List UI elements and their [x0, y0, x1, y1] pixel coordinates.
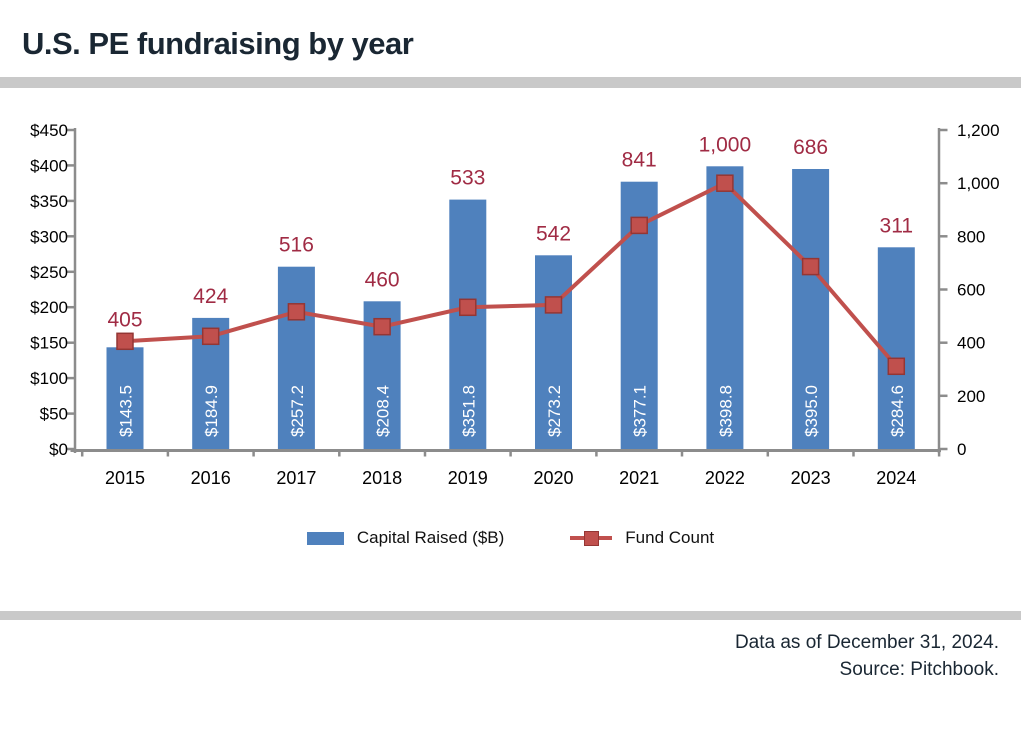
- axes: [66, 128, 948, 457]
- svg-text:1,000: 1,000: [699, 133, 752, 156]
- svg-text:200: 200: [957, 387, 985, 406]
- svg-text:$398.8: $398.8: [716, 385, 735, 437]
- top-divider: [0, 77, 1021, 88]
- svg-text:0: 0: [957, 440, 966, 459]
- right-axis-labels: 0 200 400 600 800 1,000 1,200: [957, 121, 1000, 459]
- svg-text:$257.2: $257.2: [288, 385, 307, 437]
- bar-series-swatch-icon: [306, 531, 344, 545]
- legend-line-marker: [584, 530, 600, 546]
- legend-label-fund-count: Fund Count: [625, 528, 715, 547]
- legend-label-capital-raised: Capital Raised ($B): [356, 528, 505, 547]
- svg-text:$200: $200: [30, 298, 68, 317]
- line-markers: [116, 174, 906, 376]
- svg-text:$351.8: $351.8: [459, 385, 478, 437]
- svg-text:$50: $50: [40, 405, 68, 424]
- svg-text:800: 800: [957, 227, 985, 246]
- svg-text:460: 460: [365, 268, 400, 291]
- page-title: U.S. PE fundraising by year: [22, 26, 414, 61]
- line-series-swatch-icon: [570, 530, 613, 546]
- svg-text:$208.4: $208.4: [374, 385, 393, 437]
- svg-text:311: 311: [880, 214, 913, 237]
- svg-text:$400: $400: [30, 156, 68, 175]
- svg-text:2022: 2022: [705, 468, 745, 488]
- svg-text:$184.9: $184.9: [202, 385, 221, 437]
- svg-text:1,000: 1,000: [957, 174, 1000, 193]
- footnote-data-as-of: Data as of December 31, 2024.: [734, 632, 999, 653]
- svg-text:2015: 2015: [105, 468, 145, 488]
- line-series: [124, 180, 898, 368]
- svg-text:686: 686: [793, 136, 828, 159]
- svg-text:516: 516: [279, 234, 314, 257]
- svg-text:$450: $450: [30, 121, 68, 140]
- svg-text:533: 533: [450, 167, 485, 190]
- svg-text:2017: 2017: [276, 468, 316, 488]
- svg-text:$273.2: $273.2: [545, 385, 564, 437]
- bar-value-labels: $143.5 $184.9 $257.2 $208.4 $351.8 $273.2 $377…: [117, 385, 907, 437]
- svg-text:2019: 2019: [448, 468, 488, 488]
- svg-text:$0: $0: [49, 440, 68, 459]
- svg-text:2023: 2023: [791, 468, 831, 488]
- footnote: Data as of December 31, 2024. Source: Pi…: [735, 629, 999, 683]
- svg-text:600: 600: [957, 281, 985, 300]
- svg-text:424: 424: [193, 285, 228, 308]
- svg-text:2020: 2020: [533, 468, 573, 488]
- svg-text:$150: $150: [30, 334, 68, 353]
- svg-text:405: 405: [107, 308, 142, 331]
- svg-text:841: 841: [622, 149, 657, 172]
- svg-text:542: 542: [536, 222, 571, 245]
- svg-text:2016: 2016: [191, 468, 231, 488]
- svg-text:1,200: 1,200: [957, 121, 1000, 140]
- svg-text:400: 400: [957, 334, 985, 353]
- footnote-source: Source: Pitchbook.: [839, 659, 999, 680]
- svg-text:$100: $100: [30, 369, 68, 388]
- legend-item-capital-raised: Capital Raised ($B): [306, 528, 505, 548]
- svg-text:2018: 2018: [362, 468, 402, 488]
- svg-text:$300: $300: [30, 227, 68, 246]
- svg-text:$350: $350: [30, 192, 68, 211]
- line-value-labels: 405 424 516 460 533 542 841 1,000 686 311: [107, 133, 913, 331]
- legend-item-fund-count: Fund Count: [570, 528, 714, 548]
- svg-text:$284.6: $284.6: [888, 385, 907, 437]
- category-axis-labels: 2015 2016 2017 2018 2019 2020 2021 2022 2023 2024: [105, 468, 916, 488]
- chart-legend: Capital Raised ($B) Fund Count: [0, 527, 1021, 549]
- left-axis-labels: $0 $50 $100 $150 $200 $250 $300 $350 $400 $450: [30, 121, 68, 459]
- svg-text:$143.5: $143.5: [117, 385, 136, 437]
- svg-text:$377.1: $377.1: [631, 385, 650, 437]
- bottom-divider: [0, 611, 1021, 620]
- svg-text:2021: 2021: [619, 468, 659, 488]
- svg-text:$395.0: $395.0: [802, 385, 821, 437]
- svg-text:2024: 2024: [876, 468, 916, 488]
- svg-text:$250: $250: [30, 263, 68, 282]
